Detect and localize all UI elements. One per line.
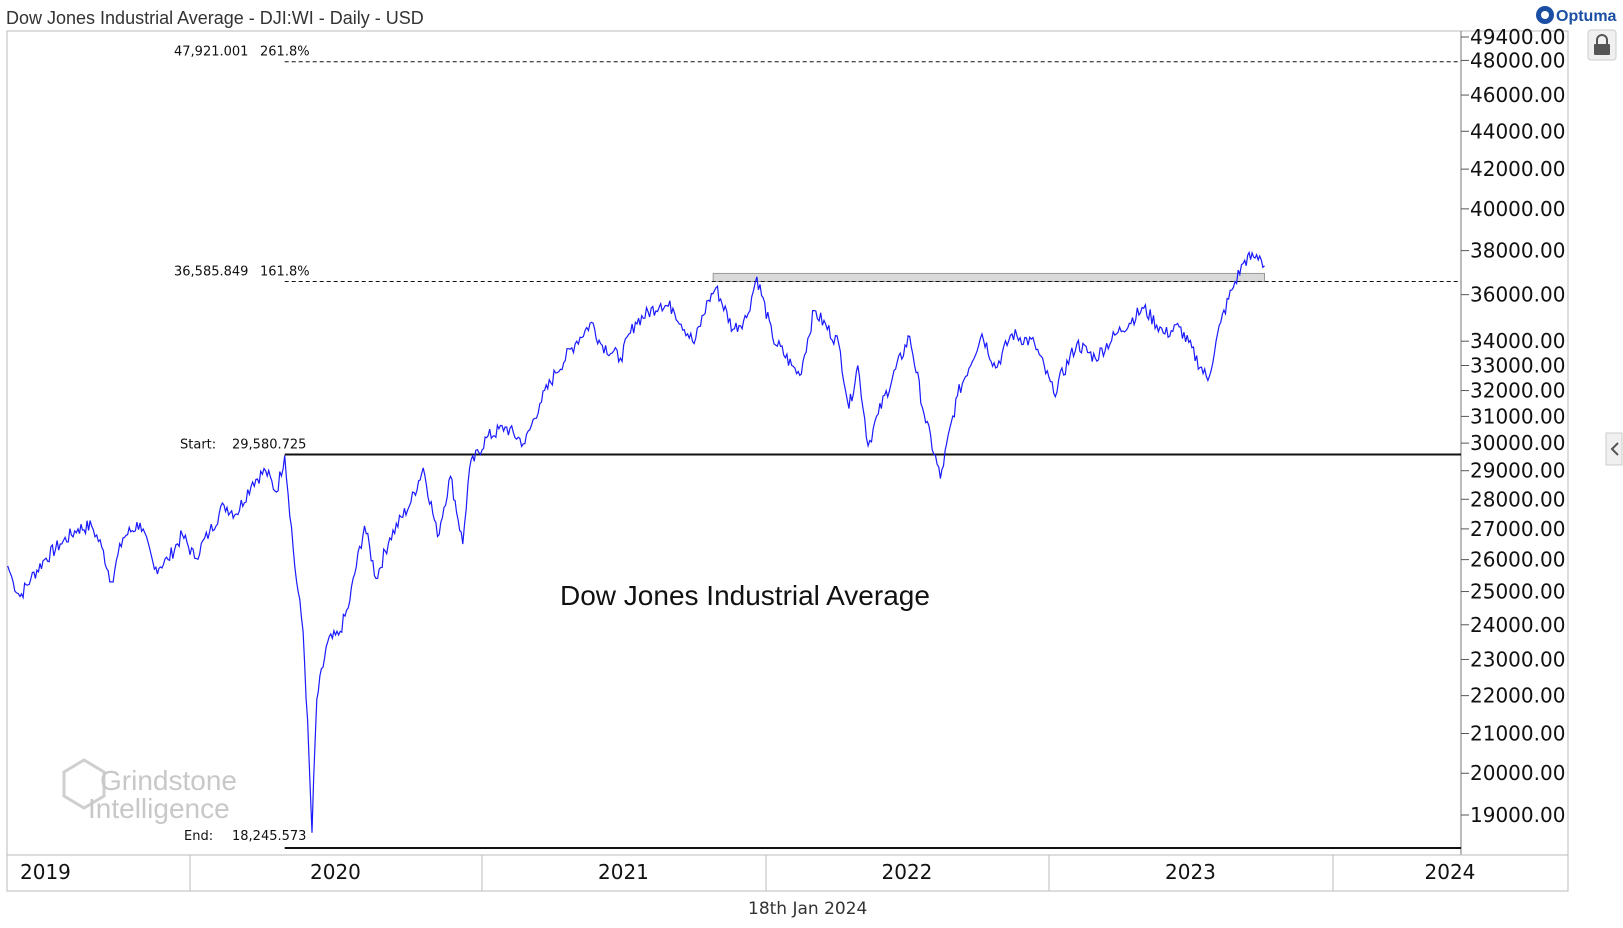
chevron-left-icon[interactable] [1605, 432, 1623, 466]
y-tick-label: 30000.00 [1470, 431, 1565, 455]
price-series-line [7, 250, 1265, 833]
fib-end-label: End: [184, 829, 213, 844]
y-tick-label: 34000.00 [1470, 329, 1565, 353]
y-tick-label: 36000.00 [1470, 283, 1565, 307]
fib-level-value: 36,585.849 [174, 265, 248, 280]
x-year-label: 2021 [598, 860, 649, 884]
x-year-label: 2019 [20, 860, 71, 884]
x-year-label: 2023 [1165, 860, 1216, 884]
fib-start-value: 29,580.725 [232, 438, 306, 453]
y-tick-label: 48000.00 [1470, 48, 1565, 72]
y-tick-label: 32000.00 [1470, 379, 1565, 403]
y-tick-label: 20000.00 [1470, 761, 1565, 785]
y-tick-label: 46000.00 [1470, 83, 1565, 107]
footer-date: 18th Jan 2024 [748, 899, 867, 919]
fib-start-label: Start: [180, 438, 216, 453]
y-tick-label: 21000.00 [1470, 722, 1565, 746]
y-tick-label: 44000.00 [1470, 119, 1565, 143]
x-year-label: 2024 [1425, 860, 1476, 884]
watermark-logo-icon [62, 758, 106, 810]
grindstone-watermark: Grindstone Intelligence [62, 758, 237, 824]
y-tick-label: 26000.00 [1470, 548, 1565, 572]
price-series-layer [7, 250, 1265, 833]
watermark-line-2: Intelligence [88, 793, 230, 824]
brand-name: Optuma [1556, 8, 1617, 25]
resistance-layer [712, 272, 1265, 283]
chart-annotation: Dow Jones Industrial Average [560, 580, 930, 611]
y-tick-label: 22000.00 [1470, 684, 1565, 708]
y-tick-label: 49400.00 [1470, 25, 1565, 49]
x-axis: 2019 2020 2021 2022 2023 2024 [20, 855, 1475, 891]
x-year-label: 2022 [882, 860, 933, 884]
y-tick-label: 38000.00 [1470, 239, 1565, 263]
watermark-line-1: Grindstone [100, 765, 237, 796]
lock-icon[interactable] [1587, 29, 1617, 61]
y-tick-label: 19000.00 [1470, 803, 1565, 827]
y-tick-label: 42000.00 [1470, 157, 1565, 181]
optuma-logo: Optuma [1536, 6, 1617, 25]
fibonacci-layer: Start: 29,580.725 End: 18,245.573 36,585.849… [174, 45, 1461, 849]
y-tick-label: 27000.00 [1470, 517, 1565, 541]
plot-frame [6, 30, 1569, 892]
y-tick-label: 24000.00 [1470, 613, 1565, 637]
chart-title: Dow Jones Industrial Average - DJI:WI - … [6, 8, 424, 28]
y-tick-label: 28000.00 [1470, 487, 1565, 511]
fib-level-pct: 261.8% [260, 45, 310, 60]
y-tick-label: 29000.00 [1470, 459, 1565, 483]
resistance-zone [712, 272, 1265, 283]
fib-level-pct: 161.8% [260, 265, 310, 280]
fib-end-value: 18,245.573 [232, 829, 306, 844]
y-tick-label: 25000.00 [1470, 580, 1565, 604]
y-tick-label: 23000.00 [1470, 647, 1565, 671]
y-tick-label: 40000.00 [1470, 197, 1565, 221]
fib-level-value: 47,921.001 [174, 45, 248, 60]
y-tick-label: 33000.00 [1470, 353, 1565, 377]
y-tick-label: 31000.00 [1470, 404, 1565, 428]
x-year-label: 2020 [310, 860, 361, 884]
